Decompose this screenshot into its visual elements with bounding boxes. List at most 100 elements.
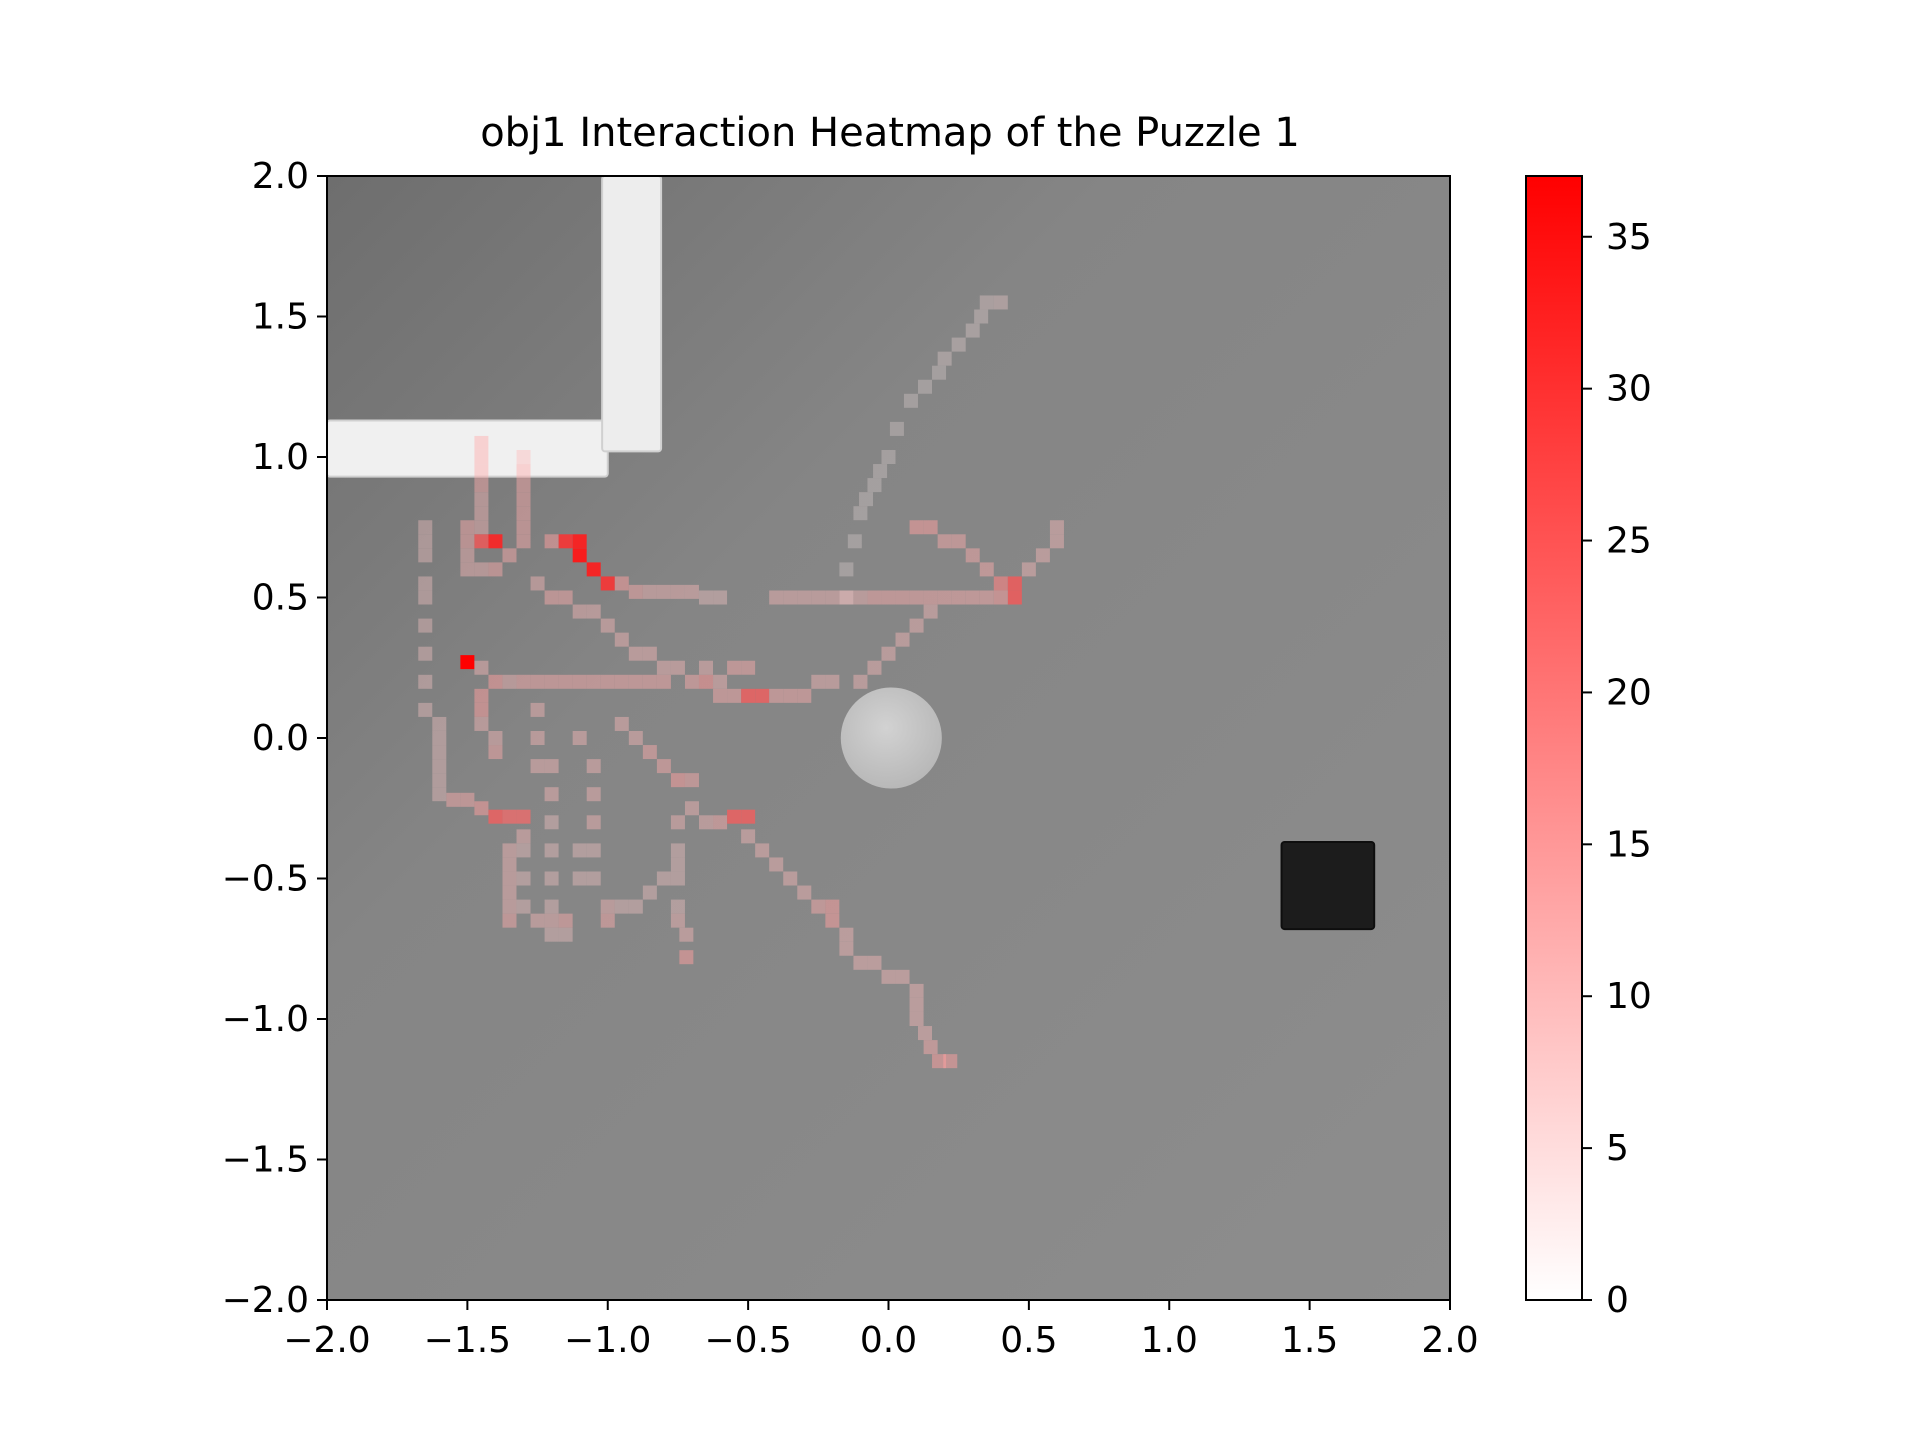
heat-cell bbox=[965, 590, 980, 605]
heat-cell bbox=[558, 590, 573, 605]
heat-cell bbox=[474, 478, 489, 493]
y-tick-label: −1.5 bbox=[222, 1140, 309, 1181]
heat-cell bbox=[979, 562, 994, 577]
heat-cell bbox=[614, 899, 629, 914]
heat-cell bbox=[867, 590, 882, 605]
heat-cell bbox=[839, 927, 854, 942]
heat-cell bbox=[460, 534, 475, 549]
heat-cell bbox=[474, 464, 489, 479]
heat-cell bbox=[446, 792, 461, 807]
heat-cell bbox=[867, 660, 882, 675]
heat-cell bbox=[909, 590, 924, 605]
heat-cell bbox=[572, 731, 587, 745]
heat-cell bbox=[544, 815, 559, 830]
colorbar-tick-label: 20 bbox=[1606, 672, 1652, 713]
heat-cell bbox=[755, 843, 770, 858]
heat-cell bbox=[418, 590, 433, 605]
heat-cell bbox=[572, 534, 587, 549]
y-tick-label: −0.5 bbox=[222, 859, 309, 900]
heat-cell bbox=[418, 646, 433, 661]
heat-cell bbox=[699, 590, 714, 605]
heat-cell bbox=[530, 731, 545, 745]
heat-cell bbox=[937, 534, 952, 549]
heat-cell bbox=[418, 534, 433, 549]
heat-cell bbox=[488, 674, 503, 689]
heat-cell bbox=[713, 674, 728, 689]
heat-cell bbox=[418, 702, 433, 717]
heat-cell bbox=[586, 843, 601, 858]
x-tick-label: 1.5 bbox=[1281, 1320, 1338, 1361]
heat-cell bbox=[951, 534, 966, 549]
heat-cell bbox=[586, 604, 601, 619]
heat-cell bbox=[909, 520, 924, 535]
heat-cell bbox=[727, 660, 742, 675]
heat-cell bbox=[909, 983, 924, 998]
heat-cell bbox=[993, 576, 1008, 591]
wall-vertical bbox=[601, 175, 663, 453]
heat-cell bbox=[586, 759, 601, 774]
heat-cell bbox=[839, 941, 854, 956]
heat-cell bbox=[642, 584, 657, 599]
heat-cell bbox=[474, 506, 489, 521]
heat-cell bbox=[1049, 520, 1064, 535]
heat-cell bbox=[502, 843, 517, 858]
x-tick-label: −1.5 bbox=[424, 1320, 511, 1361]
heat-cell bbox=[474, 450, 489, 464]
heat-cell bbox=[544, 759, 559, 774]
heat-cell bbox=[516, 871, 531, 886]
heat-cell bbox=[474, 716, 489, 731]
heat-cell bbox=[853, 674, 868, 689]
heat-cell bbox=[1007, 590, 1022, 605]
x-tick-label: 2.0 bbox=[1421, 1320, 1478, 1361]
heat-cell bbox=[516, 829, 531, 844]
heat-cell bbox=[670, 871, 685, 886]
heat-cell bbox=[460, 655, 475, 670]
y-tick-label: −1.0 bbox=[222, 999, 309, 1040]
heat-cell bbox=[656, 660, 671, 675]
heat-cell bbox=[859, 492, 874, 507]
heat-cell bbox=[516, 899, 531, 914]
colorbar-ticks: 0 5 10 15 20 25 30 35 bbox=[1582, 217, 1652, 1321]
colorbar-tick-label: 5 bbox=[1606, 1128, 1629, 1169]
heat-cell bbox=[474, 435, 489, 450]
heat-cell bbox=[932, 1054, 947, 1069]
y-axis: 2.0 1.5 1.0 0.5 0.0 −0.5 −1.0 −1.5 −2.0 bbox=[222, 156, 327, 1321]
heat-cell bbox=[502, 674, 517, 689]
heat-cell bbox=[544, 927, 559, 942]
heat-cell bbox=[488, 562, 503, 577]
heat-cell bbox=[853, 590, 868, 605]
heat-cell bbox=[684, 801, 699, 816]
heat-cell bbox=[853, 506, 868, 521]
heat-cell bbox=[727, 809, 742, 824]
heat-cell bbox=[895, 969, 910, 984]
heat-cell bbox=[853, 955, 868, 970]
heat-cell bbox=[881, 450, 896, 464]
heat-cell bbox=[432, 745, 447, 760]
heat-cell bbox=[544, 913, 559, 928]
heat-cell bbox=[741, 809, 756, 824]
heat-cell bbox=[783, 871, 798, 886]
colorbar-tick-label: 35 bbox=[1606, 217, 1652, 258]
heat-cell bbox=[670, 857, 685, 872]
heat-cell bbox=[488, 534, 503, 549]
heat-cell bbox=[656, 759, 671, 774]
heat-cell bbox=[516, 506, 531, 521]
heat-cell bbox=[670, 660, 685, 675]
heat-cell bbox=[516, 450, 531, 464]
heat-cell bbox=[516, 809, 531, 824]
heat-cells bbox=[418, 295, 1064, 1069]
heat-cell bbox=[783, 590, 798, 605]
heat-cell bbox=[530, 759, 545, 774]
colorbar-tick-label: 25 bbox=[1606, 521, 1652, 562]
heat-cell bbox=[755, 688, 770, 703]
heat-cell bbox=[530, 674, 545, 689]
heat-cell bbox=[544, 843, 559, 858]
heat-cell bbox=[741, 688, 756, 703]
heat-cell bbox=[418, 520, 433, 535]
heat-cell bbox=[474, 702, 489, 717]
colorbar-tick-label: 30 bbox=[1606, 369, 1652, 410]
heat-cell bbox=[839, 590, 854, 605]
y-tick-label: 2.0 bbox=[252, 156, 309, 197]
heat-cell bbox=[1021, 562, 1036, 577]
